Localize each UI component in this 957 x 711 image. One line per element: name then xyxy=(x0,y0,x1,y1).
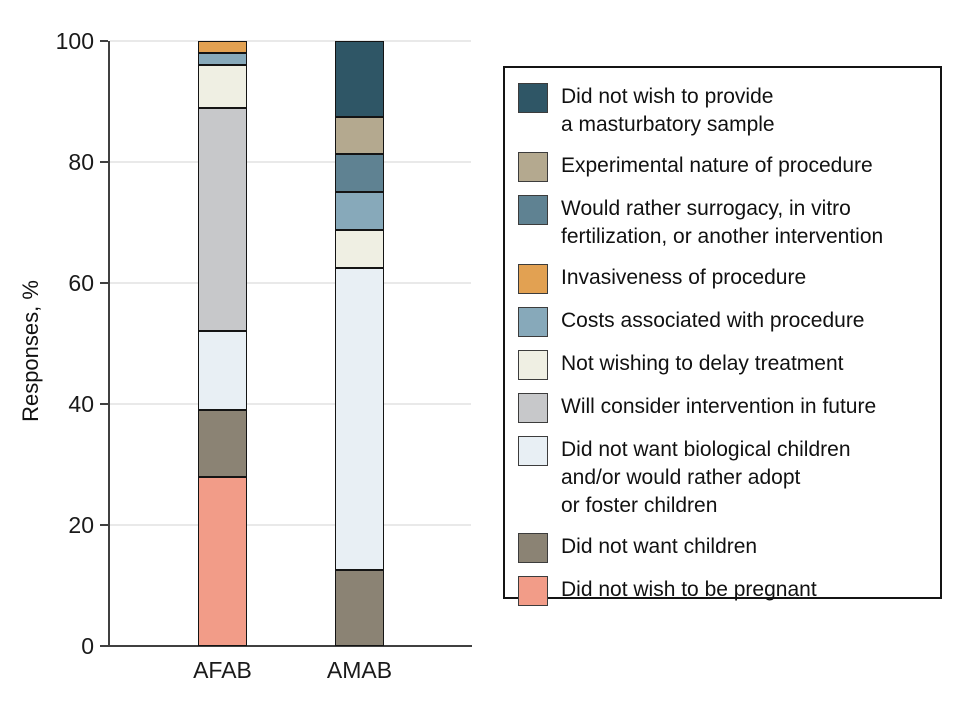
y-axis-tick xyxy=(100,645,108,647)
stacked-bar-amab xyxy=(335,41,384,646)
bar-segment xyxy=(198,65,247,108)
gridline xyxy=(110,161,471,163)
bar-segment xyxy=(335,116,384,155)
y-tick-label: 60 xyxy=(68,270,94,296)
bar-segment xyxy=(335,192,384,231)
y-axis-tick xyxy=(100,161,108,163)
legend-item: Costs associated with procedure xyxy=(518,307,932,337)
legend-label-line: Invasiveness of procedure xyxy=(561,266,807,289)
legend-swatch xyxy=(518,83,548,113)
bar-segment xyxy=(335,267,384,571)
y-tick-label: 40 xyxy=(68,391,94,417)
legend-item: Did not wish to be pregnant xyxy=(518,576,932,606)
legend-item: Experimental nature of procedure xyxy=(518,152,932,182)
bar-segment xyxy=(335,230,384,268)
legend-label-line: Did not want biological children xyxy=(561,438,851,461)
y-tick-label: 20 xyxy=(68,512,94,538)
legend-label-line: Not wishing to delay treatment xyxy=(561,352,844,375)
y-tick-label: 80 xyxy=(68,149,94,175)
legend-label: Experimental nature of procedure xyxy=(561,152,873,180)
bar-segment xyxy=(198,331,247,411)
legend-label: Would rather surrogacy, in vitro fertiliz… xyxy=(561,195,883,251)
bar-segment xyxy=(335,41,384,117)
bar-segment xyxy=(198,476,247,646)
bar-segment xyxy=(335,570,384,646)
legend-swatch xyxy=(518,533,548,563)
legend-label: Costs associated with procedure xyxy=(561,307,865,335)
y-axis-tick xyxy=(100,40,108,42)
legend-label: Not wishing to delay treatment xyxy=(561,350,843,378)
legend-swatch xyxy=(518,195,548,225)
bar-segment xyxy=(198,53,247,66)
legend-label-line: Experimental nature of procedure xyxy=(561,154,873,177)
legend-item: Will consider intervention in future xyxy=(518,393,932,423)
y-tick-label: 100 xyxy=(55,28,94,54)
stacked-bar-afab xyxy=(198,41,247,646)
x-axis-line xyxy=(108,645,472,647)
legend-label-line: Will consider intervention in future xyxy=(561,395,877,418)
legend-label-line: and/or would rather adopt xyxy=(561,466,801,489)
legend-label: Did not wish to provide a masturbatory sa… xyxy=(561,83,775,139)
bar-segment xyxy=(198,41,247,54)
legend-label-line: Did not wish to provide xyxy=(561,85,774,108)
legend-label-line: a masturbatory sample xyxy=(561,113,775,136)
legend: Did not wish to provide a masturbatory sa… xyxy=(503,66,942,606)
bar-segment xyxy=(335,154,384,193)
y-axis-tick xyxy=(100,524,108,526)
legend-item: Invasiveness of procedure xyxy=(518,264,932,294)
legend-label-line: Would rather surrogacy, in vitro xyxy=(561,197,851,220)
legend-item: Did not want children xyxy=(518,533,932,563)
y-axis-tick xyxy=(100,403,108,405)
y-axis-tick xyxy=(100,282,108,284)
legend-label-line: Did not want children xyxy=(561,535,758,558)
gridline xyxy=(110,524,471,526)
legend-swatch xyxy=(518,393,548,423)
legend-swatch xyxy=(518,576,548,606)
gridline xyxy=(110,40,471,42)
gridline xyxy=(110,403,471,405)
legend-label: Did not want children xyxy=(561,533,757,561)
legend-label: Did not wish to be pregnant xyxy=(561,576,817,604)
legend-item: Did not wish to provide a masturbatory sa… xyxy=(518,83,932,139)
legend-label-line: Did not wish to be pregnant xyxy=(561,578,817,601)
plot-area xyxy=(110,40,471,646)
y-axis-line xyxy=(108,41,110,647)
legend-item: Not wishing to delay treatment xyxy=(518,350,932,380)
legend-label-line: or foster children xyxy=(561,494,718,517)
legend-swatch xyxy=(518,307,548,337)
x-axis-label-amab: AMAB xyxy=(326,657,393,683)
legend-item: Did not want biological children and/or w… xyxy=(518,436,932,520)
gridline xyxy=(110,282,471,284)
legend-swatch xyxy=(518,152,548,182)
legend-label: Did not want biological children and/or w… xyxy=(561,436,851,520)
legend-swatch xyxy=(518,436,548,466)
legend-label-line: fertilization, or another intervention xyxy=(561,225,884,248)
bar-segment xyxy=(198,410,247,477)
legend-label: Invasiveness of procedure xyxy=(561,264,806,292)
legend-item: Would rather surrogacy, in vitro fertiliz… xyxy=(518,195,932,251)
y-tick-label: 0 xyxy=(81,633,94,659)
legend-label: Will consider intervention in future xyxy=(561,393,876,421)
bar-segment xyxy=(198,107,247,332)
legend-swatch xyxy=(518,350,548,380)
legend-label-line: Costs associated with procedure xyxy=(561,309,865,332)
x-axis-label-afab: AFAB xyxy=(193,657,252,683)
legend-swatch xyxy=(518,264,548,294)
